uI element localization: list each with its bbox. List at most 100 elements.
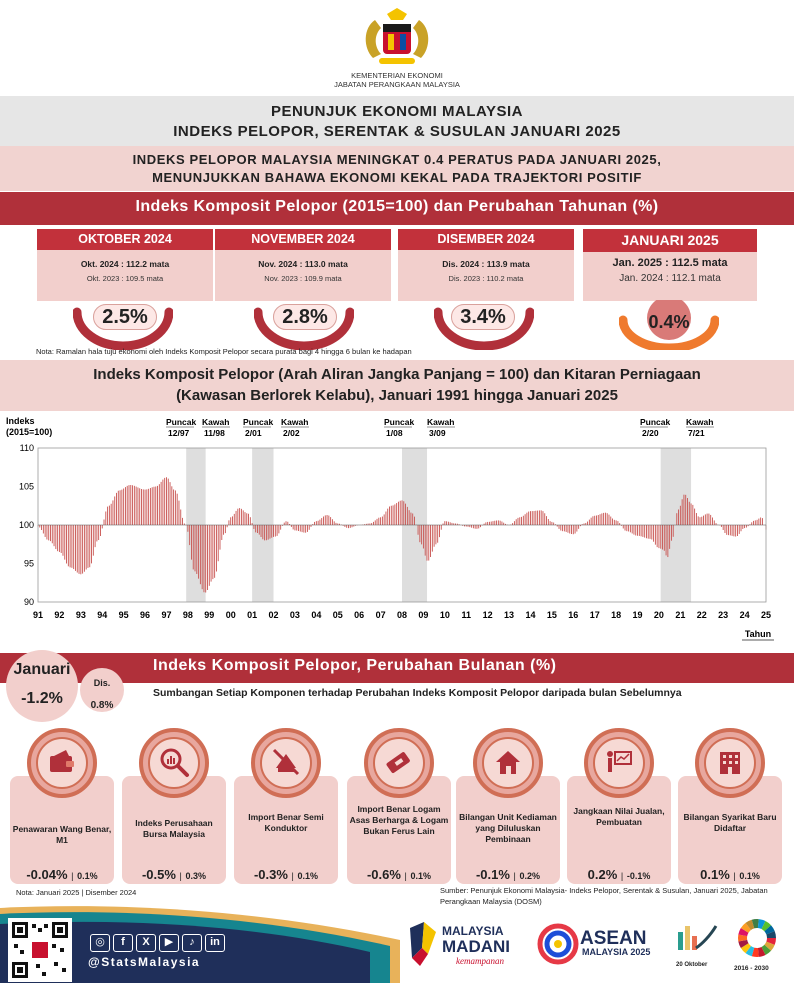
facebook-icon[interactable]: f — [113, 934, 133, 952]
sdg-wheel-segment — [764, 941, 775, 951]
component-name: Bilangan Unit Kediaman yang Diluluskan P… — [459, 812, 557, 844]
component-jan-value: -0.04% — [26, 867, 68, 882]
component-jan-value: -0.5% — [141, 867, 176, 882]
footer-wave — [0, 906, 400, 983]
sdg-wheel-segment — [745, 945, 755, 957]
component-card-logam: Import Benar Logam Asas Berharga & Logam… — [347, 728, 451, 888]
x-tick-label: 91 — [33, 610, 43, 620]
month-card-current: Dis. 2024 : 113.9 mata — [442, 259, 530, 269]
ministry-line-1: KEMENTERIAN EKONOMI — [351, 71, 443, 80]
separator: | — [733, 871, 736, 881]
separator: | — [179, 871, 182, 881]
component-dis-value: -0.1% — [626, 871, 651, 881]
month-card-previous: Jan. 2024 : 112.1 mata — [619, 273, 721, 284]
sdg-wheel-segment — [757, 919, 766, 930]
x-tick-label: 09 — [418, 610, 428, 620]
cycle-annotation-date: 2/20 — [642, 428, 659, 438]
qr-code[interactable] — [8, 918, 72, 982]
component-name: Bilangan Syarikat Baru Didaftar — [683, 812, 777, 833]
instagram-icon[interactable]: ◎ — [90, 934, 110, 952]
sdg-wheel-segment — [751, 919, 759, 929]
sdg-wheel-segment — [738, 934, 748, 942]
cycle-annotation-label: Puncak — [640, 417, 671, 427]
component-name: Indeks Perusahaan Bursa Malaysia — [135, 818, 213, 839]
cycle-annotation-date: 2/01 — [245, 428, 262, 438]
x-tick-label: 25 — [761, 610, 771, 620]
social-handle[interactable]: @StatsMalaysia — [88, 955, 201, 969]
jan-value: -1.2% — [21, 690, 63, 707]
linkedin-icon[interactable]: in — [205, 934, 225, 952]
sdg-wheel-segment — [766, 938, 776, 945]
sdg-wheel-segment — [738, 939, 749, 949]
component-values: -0.1% | 0.2% — [456, 867, 560, 882]
x-tick-label: 99 — [204, 610, 214, 620]
cycle-annotation-date: 7/21 — [688, 428, 705, 438]
section-title: Indeks Komposit Pelopor (2015=100) dan P… — [135, 198, 659, 215]
x-tick-label: 92 — [54, 610, 64, 620]
sdg-wheel-segment — [745, 919, 755, 931]
tiktok-icon[interactable]: ♪ — [182, 934, 202, 952]
x-tick-label: 14 — [525, 610, 535, 620]
month-card-disember: DISEMBER 2024 Dis. 2024 : 113.9 mata Dis… — [398, 229, 574, 301]
x-tick-label: 05 — [333, 610, 343, 620]
x-tick-label: 07 — [376, 610, 386, 620]
y-tick-label: 110 — [20, 443, 34, 453]
y-tick-label: 105 — [19, 482, 34, 492]
pct-november: 2.8% — [255, 304, 355, 330]
month-card-previous: Nov. 2023 : 109.9 mata — [264, 274, 342, 283]
malaysia-madani-logo: MALAYSIA MADANI kemampanan — [410, 922, 510, 966]
sdg-wheel-segment — [740, 922, 751, 933]
title-band — [0, 96, 794, 146]
x-tick-label: 13 — [504, 610, 514, 620]
page-subtitle: INDEKS PELOPOR, SERENTAK & SUSULAN JANUA… — [173, 123, 621, 140]
x-tick-label: 93 — [76, 610, 86, 620]
forecast-note: Nota: Ramalan hala tuju ekonomi oleh Ind… — [36, 347, 412, 356]
madani-line-2: MADANI — [442, 937, 510, 956]
component-card-kediaman: Bilangan Unit Kediaman yang Diluluskan P… — [456, 728, 560, 888]
sdg-wheel-segment — [761, 920, 772, 932]
stats-day-date: 20 Oktober — [676, 962, 708, 968]
month-card-title: JANUARI 2025 — [583, 229, 757, 252]
ministry-line-2: JABATAN PERANGKAAN MALAYSIA — [334, 80, 460, 89]
youtube-icon[interactable]: ▶ — [159, 934, 179, 952]
y-tick-label: 100 — [19, 520, 34, 530]
cycle-annotation-label: Kawah — [202, 417, 229, 427]
cycle-annotation-label: Puncak — [243, 417, 274, 427]
x-tick-label: 03 — [290, 610, 300, 620]
headline-line-1: INDEKS PELOPOR MALAYSIA MENINGKAT 0.4 PE… — [132, 152, 662, 167]
component-card-bursa: Indeks Perusahaan Bursa Malaysia -0.5% |… — [122, 728, 226, 888]
asean-malaysia-2025-logo: ASEAN MALAYSIA 2025 — [537, 923, 650, 965]
asean-line-2: MALAYSIA 2025 — [582, 947, 650, 957]
x-tick-label: 04 — [311, 610, 321, 620]
gauge-januari — [619, 300, 719, 350]
sdg-wheel-segment — [764, 925, 775, 935]
separator: | — [404, 871, 407, 881]
x-tick-label: 11 — [461, 610, 471, 620]
madani-line-3: kemampanan — [456, 956, 504, 966]
pct-januari: 0.4% — [648, 312, 690, 332]
sdg-wheel-segment — [751, 947, 759, 957]
component-jan-value: -0.3% — [253, 867, 288, 882]
x-tick-label: 01 — [247, 610, 257, 620]
sdg-years: 2016 - 2030 — [734, 965, 769, 972]
headline-band — [0, 146, 794, 191]
x-axis-label: Tahun — [745, 629, 771, 639]
gauge-november — [254, 307, 354, 350]
x-icon[interactable]: X — [136, 934, 156, 952]
month-card-current: Okt. 2024 : 112.2 mata — [80, 259, 170, 269]
component-card-jualan: Jangkaan Nilai Jualan, Pembuatan 0.2% | … — [567, 728, 671, 888]
building-icon — [720, 752, 740, 774]
jan-label: Januari — [13, 661, 71, 678]
cycle-annotation-label: Kawah — [686, 417, 713, 427]
month-card-title: DISEMBER 2024 — [398, 229, 574, 250]
cycle-annotation-date: 12/97 — [168, 428, 190, 438]
sdg-wheel-segment — [766, 931, 776, 938]
section-title-band — [0, 192, 794, 225]
x-tick-label: 94 — [97, 610, 107, 620]
component-name: Import Benar Semi Konduktor — [248, 812, 324, 833]
x-tick-label: 20 — [654, 610, 664, 620]
coat-of-arms-logo — [365, 8, 429, 64]
component-dis-value: 0.1% — [297, 871, 319, 881]
component-name: Penawaran Wang Benar, M1 — [12, 824, 112, 845]
separator: | — [291, 871, 294, 881]
